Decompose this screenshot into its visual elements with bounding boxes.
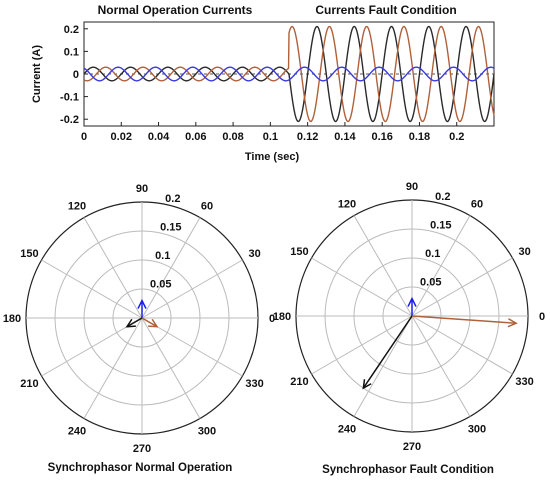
radial-tick-label: 0.15: [160, 221, 181, 233]
polar-spoke: [311, 315, 413, 375]
x-tick-label: 0.12: [297, 131, 318, 143]
angle-tick-label: 150: [20, 248, 38, 260]
angle-tick-label: 210: [290, 376, 308, 388]
angle-tick-label: 330: [515, 376, 533, 388]
angle-tick-label: 210: [20, 378, 38, 390]
y-tick-label: 0: [73, 69, 79, 81]
angle-tick-label: 150: [290, 246, 308, 258]
phasor-3-head: [507, 318, 518, 328]
polar-spoke: [411, 215, 471, 317]
polar-spoke: [83, 317, 143, 419]
polar-spoke: [411, 315, 471, 417]
angle-tick-label: 90: [136, 183, 148, 195]
y-tick-label: 0.1: [64, 46, 79, 58]
polar-spoke: [353, 315, 413, 417]
angle-tick-label: 270: [403, 441, 421, 453]
x-tick-label: 0.14: [334, 131, 356, 143]
polar-spoke: [41, 317, 143, 377]
polar-spoke: [141, 317, 243, 377]
phasor-1-head: [407, 296, 417, 307]
y-ticks: -0.2 -0.1 0 0.1 0.2: [60, 24, 88, 126]
polar-spoke: [141, 259, 243, 319]
angle-tick-label: 120: [68, 200, 86, 212]
angle-tick-label: 90: [406, 181, 418, 193]
chart-title-fault: Currents Fault Condition: [315, 3, 456, 17]
angle-tick-label: 60: [471, 198, 483, 210]
angle-tick-label: 180: [3, 313, 21, 325]
angle-tick-label: 240: [68, 426, 86, 438]
phasor-3-shaft: [411, 315, 517, 325]
polar-spoke: [411, 315, 513, 375]
angle-tick-label: 30: [248, 248, 260, 260]
polar-spoke: [141, 217, 201, 319]
series-line-1: [83, 25, 495, 123]
polar-spoke: [411, 257, 513, 317]
y-tick-label: 0.2: [64, 24, 79, 36]
x-ticks: 0 0.02 0.04 0.06 0.08 0.1 0.12 0.14 0.16 0.18 0.2: [81, 122, 464, 143]
polar-spoke: [41, 259, 143, 319]
phasor-3-head: [148, 318, 159, 328]
polar-spoke: [353, 215, 413, 317]
radial-tick-label: 0.05: [150, 278, 171, 290]
phasor-3-shaft: [141, 317, 158, 328]
radial-tick-label: 0.15: [430, 219, 451, 231]
angle-tick-label: 180: [273, 311, 291, 323]
angle-tick-label: 300: [468, 424, 486, 436]
x-tick-label: 0.16: [371, 131, 392, 143]
polar-spoke: [83, 217, 143, 319]
angle-tick-label: 60: [201, 200, 213, 212]
x-tick-label: 0.06: [185, 131, 206, 143]
angle-tick-label: 0: [269, 313, 275, 325]
x-tick-label: 0.1: [263, 131, 278, 143]
y-axis-label: Current (A): [31, 45, 43, 103]
caption-fault: Synchrophasor Fault Condition: [322, 464, 494, 476]
polar-chart-fault: 0.05 0.1 0.15 0.2 0 30 60 90 120 150 180 210 240 270 3…: [273, 181, 545, 453]
current-waveform-chart: Normal Operation Currents Currents Fault…: [31, 3, 495, 163]
phasor-2-head: [125, 318, 136, 328]
phasor-2-shaft: [362, 315, 413, 389]
radial-tick-label: 0.2: [435, 191, 450, 203]
angle-tick-label: 120: [338, 198, 356, 210]
polar-chart-normal: 0.05 0.1 0.15 0.2 0 30 60 90 120 150 180 210 240 270 3…: [3, 183, 275, 455]
phasor-2-shaft: [126, 317, 143, 328]
series-group: [83, 25, 495, 123]
phasor-2-head: [362, 379, 372, 390]
phasor-1-head: [137, 298, 147, 309]
radial-tick-label: 0.1: [425, 248, 440, 260]
series-line-2: [83, 25, 495, 123]
y-tick-label: -0.2: [60, 114, 79, 126]
angle-tick-label: 330: [245, 378, 263, 390]
radial-tick-label: 0.05: [420, 276, 441, 288]
x-tick-label: 0: [81, 131, 87, 143]
angle-tick-label: 0: [539, 311, 545, 323]
chart-title-normal: Normal Operation Currents: [98, 3, 253, 17]
y-tick-label: -0.1: [60, 92, 79, 104]
angle-tick-label: 300: [198, 426, 216, 438]
angle-tick-label: 30: [518, 246, 530, 258]
caption-normal: Synchrophasor Normal Operation: [48, 462, 233, 474]
x-tick-label: 0.2: [449, 131, 464, 143]
radial-tick-label: 0.1: [155, 250, 170, 262]
x-tick-label: 0.04: [148, 131, 170, 143]
radial-tick-label: 0.2: [165, 193, 180, 205]
x-tick-label: 0.02: [111, 131, 132, 143]
polar-spoke: [311, 257, 413, 317]
angle-tick-label: 240: [338, 424, 356, 436]
x-tick-label: 0.18: [409, 131, 430, 143]
series-line-3: [83, 66, 495, 82]
x-axis-label: Time (sec): [245, 151, 300, 163]
angle-tick-label: 270: [133, 443, 151, 455]
polar-spoke: [141, 317, 201, 419]
x-tick-label: 0.08: [222, 131, 243, 143]
